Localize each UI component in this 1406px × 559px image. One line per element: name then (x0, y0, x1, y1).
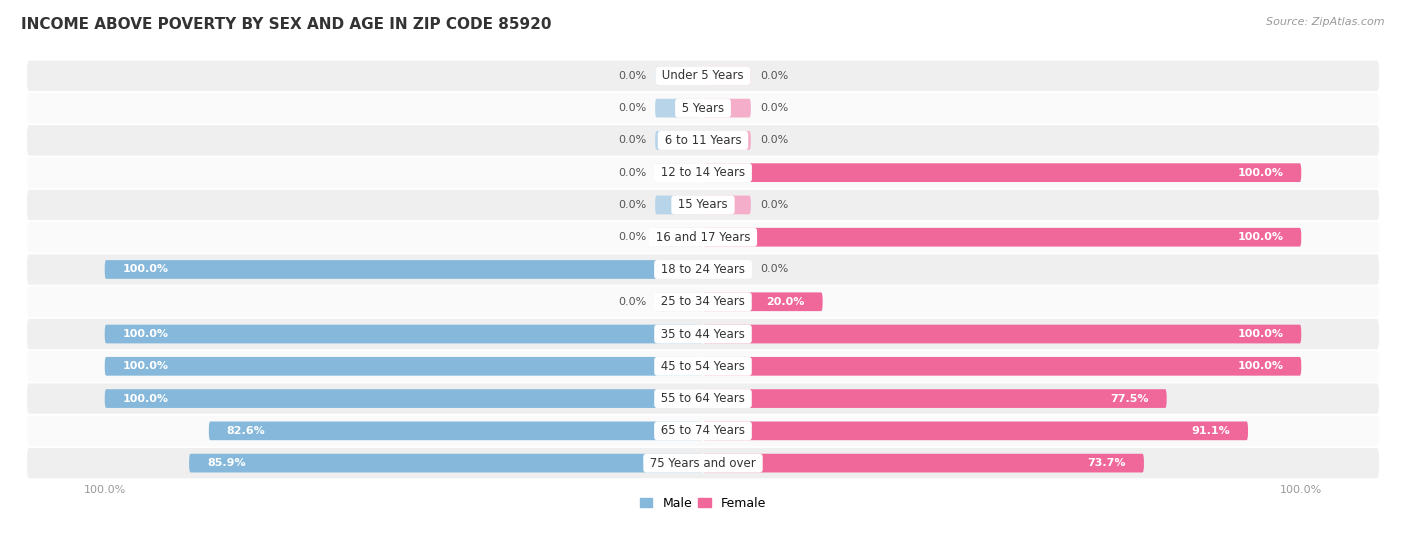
Text: 45 to 54 Years: 45 to 54 Years (657, 360, 749, 373)
FancyBboxPatch shape (209, 421, 703, 440)
FancyBboxPatch shape (655, 228, 703, 247)
FancyBboxPatch shape (27, 190, 1379, 220)
FancyBboxPatch shape (27, 448, 1379, 479)
FancyBboxPatch shape (27, 93, 1379, 124)
FancyBboxPatch shape (104, 389, 703, 408)
Text: 77.5%: 77.5% (1111, 394, 1149, 404)
FancyBboxPatch shape (27, 383, 1379, 414)
FancyBboxPatch shape (703, 389, 1167, 408)
FancyBboxPatch shape (655, 163, 703, 182)
FancyBboxPatch shape (655, 196, 703, 214)
Text: 100.0%: 100.0% (1237, 168, 1284, 178)
Text: 100.0%: 100.0% (1237, 232, 1284, 242)
FancyBboxPatch shape (27, 416, 1379, 446)
FancyBboxPatch shape (655, 292, 703, 311)
FancyBboxPatch shape (703, 163, 1302, 182)
Text: 55 to 64 Years: 55 to 64 Years (657, 392, 749, 405)
Text: Under 5 Years: Under 5 Years (658, 69, 748, 82)
Text: 82.6%: 82.6% (226, 426, 266, 436)
Text: 20.0%: 20.0% (766, 297, 804, 307)
FancyBboxPatch shape (27, 125, 1379, 155)
Text: 15 Years: 15 Years (675, 198, 731, 211)
FancyBboxPatch shape (703, 67, 751, 85)
FancyBboxPatch shape (655, 67, 703, 85)
Text: 100.0%: 100.0% (1237, 361, 1284, 371)
FancyBboxPatch shape (104, 357, 703, 376)
Text: 0.0%: 0.0% (759, 103, 789, 113)
FancyBboxPatch shape (655, 99, 703, 117)
Text: 100.0%: 100.0% (122, 264, 169, 274)
Text: 75 Years and over: 75 Years and over (647, 457, 759, 470)
FancyBboxPatch shape (655, 131, 703, 150)
Text: 0.0%: 0.0% (617, 103, 647, 113)
FancyBboxPatch shape (104, 260, 703, 279)
FancyBboxPatch shape (703, 228, 1302, 247)
FancyBboxPatch shape (703, 357, 1302, 376)
Text: 100.0%: 100.0% (122, 394, 169, 404)
Text: 0.0%: 0.0% (617, 297, 647, 307)
FancyBboxPatch shape (703, 260, 751, 279)
Text: 100.0%: 100.0% (122, 329, 169, 339)
Text: 85.9%: 85.9% (207, 458, 246, 468)
FancyBboxPatch shape (27, 158, 1379, 188)
Text: 35 to 44 Years: 35 to 44 Years (657, 328, 749, 340)
FancyBboxPatch shape (703, 131, 751, 150)
Text: 0.0%: 0.0% (617, 71, 647, 81)
FancyBboxPatch shape (27, 351, 1379, 381)
FancyBboxPatch shape (703, 325, 1302, 343)
Legend: Male, Female: Male, Female (636, 492, 770, 515)
Text: 100.0%: 100.0% (122, 361, 169, 371)
Text: 0.0%: 0.0% (617, 168, 647, 178)
FancyBboxPatch shape (703, 421, 1249, 440)
Text: 0.0%: 0.0% (759, 264, 789, 274)
FancyBboxPatch shape (188, 454, 703, 472)
Text: 65 to 74 Years: 65 to 74 Years (657, 424, 749, 437)
FancyBboxPatch shape (703, 292, 823, 311)
Text: Source: ZipAtlas.com: Source: ZipAtlas.com (1267, 17, 1385, 27)
Text: 6 to 11 Years: 6 to 11 Years (661, 134, 745, 147)
FancyBboxPatch shape (703, 99, 751, 117)
Text: 91.1%: 91.1% (1191, 426, 1230, 436)
Text: 5 Years: 5 Years (678, 102, 728, 115)
FancyBboxPatch shape (27, 222, 1379, 252)
FancyBboxPatch shape (27, 254, 1379, 285)
FancyBboxPatch shape (27, 319, 1379, 349)
Text: 0.0%: 0.0% (617, 135, 647, 145)
FancyBboxPatch shape (703, 454, 1144, 472)
Text: 0.0%: 0.0% (759, 200, 789, 210)
Text: 0.0%: 0.0% (617, 200, 647, 210)
Text: 73.7%: 73.7% (1087, 458, 1126, 468)
Text: 12 to 14 Years: 12 to 14 Years (657, 166, 749, 179)
Text: 0.0%: 0.0% (617, 232, 647, 242)
Text: 100.0%: 100.0% (1237, 329, 1284, 339)
FancyBboxPatch shape (27, 287, 1379, 317)
Text: INCOME ABOVE POVERTY BY SEX AND AGE IN ZIP CODE 85920: INCOME ABOVE POVERTY BY SEX AND AGE IN Z… (21, 17, 551, 32)
Text: 25 to 34 Years: 25 to 34 Years (657, 295, 749, 308)
Text: 18 to 24 Years: 18 to 24 Years (657, 263, 749, 276)
FancyBboxPatch shape (703, 196, 751, 214)
FancyBboxPatch shape (104, 325, 703, 343)
Text: 0.0%: 0.0% (759, 135, 789, 145)
Text: 0.0%: 0.0% (759, 71, 789, 81)
Text: 16 and 17 Years: 16 and 17 Years (652, 231, 754, 244)
FancyBboxPatch shape (27, 61, 1379, 91)
